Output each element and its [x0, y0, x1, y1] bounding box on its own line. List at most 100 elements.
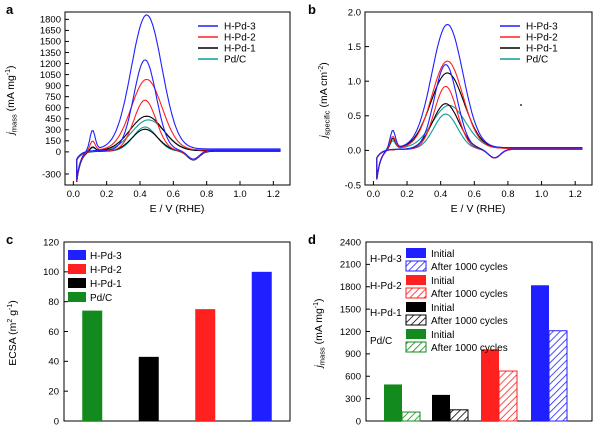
panel-a-y-ticks: -300015030045060075090010501200135015001… — [40, 15, 69, 180]
panel-d-mass-activity-stability-bars: d 0 300 600 900 1200 1500 1800 2100 2400 H-Pd-3 I… — [308, 232, 593, 425]
y-tick-label: 40 — [48, 357, 59, 368]
y-tick-label: 1650 — [40, 26, 61, 37]
legend-label-h-pd-2: H-Pd-2 — [90, 265, 122, 276]
y-tick-label: 1.5 — [348, 42, 361, 53]
panel-c-y-ticks: 0 20 40 60 80 100 120 — [43, 237, 68, 425]
legend-label-after-1000-cycles: After 1000 cycles — [431, 343, 508, 354]
y-tick-label: 1800 — [40, 15, 61, 26]
panel-a-plot-frame — [64, 11, 291, 186]
legend-label-h-pd-1: H-Pd-1 — [90, 279, 122, 290]
panel-a-letter: a — [6, 2, 14, 17]
panel-c-y-axis-label: ECSA (m2 g-1) — [7, 300, 19, 366]
series-line-h-pd-3 — [76, 14, 281, 181]
y-tick-label: 20 — [48, 386, 59, 397]
legend-group-h-pd-3: H-Pd-3 — [370, 254, 402, 265]
y-tick-label: 1.0 — [348, 77, 361, 88]
legend-swatch-pd-c-after-1000-cycles — [405, 341, 427, 353]
panel-b-y-axis-label: jspecific (mA cm-2) — [318, 62, 332, 140]
bar-after-cycles-h-pd-3 — [548, 330, 568, 422]
legend-group-pd-c: Pd/C — [370, 336, 392, 347]
x-tick-label: 0.6 — [468, 189, 481, 200]
y-tick-label: 300 — [345, 394, 361, 405]
panel-b-y-ticks: -0.5 0.0 0.5 1.0 1.5 2.0 — [345, 7, 369, 191]
y-tick-label: 300 — [45, 125, 61, 136]
y-tick-label: 0.5 — [348, 111, 361, 122]
panel-d-y-axis-label: jmass (mA mg-1) — [313, 298, 327, 369]
legend-label-h-pd-2: H-Pd-2 — [224, 33, 256, 44]
y-tick-label: 900 — [45, 81, 61, 92]
y-tick-label: 900 — [345, 349, 361, 360]
y-tick-label: 2.0 — [348, 7, 361, 18]
y-tick-label: 80 — [48, 297, 59, 308]
legend-label-h-pd-3: H-Pd-3 — [224, 22, 256, 33]
panel-a-x-axis-label: E / V (RHE) — [150, 203, 205, 215]
bar-initial-h-pd-3 — [531, 285, 549, 421]
panel-a-y-axis-label: jmass (mA mg-1) — [5, 65, 19, 136]
x-tick-label: 1.0 — [535, 189, 548, 200]
panel-a-mass-activity-cv: a -300 0150300450600750900105012001350150… — [5, 2, 291, 215]
x-tick-label: 0.8 — [501, 189, 514, 200]
panel-b-series — [376, 23, 583, 180]
bar-h-pd-1 — [138, 356, 159, 421]
y-tick-label: 1200 — [40, 59, 61, 70]
bar-after-cycles-h-pd-2 — [498, 370, 518, 422]
y-tick-label: 1800 — [340, 282, 361, 293]
x-tick-label: 0.0 — [67, 189, 80, 200]
series-line-h-pd-2 — [76, 78, 281, 182]
bar-initial-h-pd-1 — [432, 394, 450, 421]
legend-label-h-pd-2: H-Pd-2 — [526, 33, 558, 44]
panel-c-ecsa-bars: c 0 20 40 60 80 100 120 H-Pd-3 H-Pd-2 H-Pd-1 Pd/C… — [6, 232, 291, 425]
panel-b-plot-frame — [364, 11, 593, 186]
legend-group-h-pd-2: H-Pd-2 — [370, 281, 402, 292]
y-tick-label: 1200 — [340, 327, 361, 338]
y-tick-label: 0 — [54, 416, 59, 425]
legend-swatch-h-pd-1-initial — [406, 302, 426, 312]
legend-label-initial: Initial — [431, 303, 454, 314]
legend-label-initial: Initial — [431, 330, 454, 341]
panel-b-specific-activity-cv: b -0.5 0.0 0.5 1.0 1.5 2.0 0.0 0.2 0.4 0.6 0.8 1.0… — [308, 2, 593, 215]
y-tick-label: 60 — [48, 327, 59, 338]
x-tick-label: 1.0 — [233, 189, 246, 200]
legend-label-pd-c: Pd/C — [90, 293, 112, 304]
y-tick-label: 600 — [345, 372, 361, 383]
y-tick-label: 750 — [45, 92, 61, 103]
panel-b-legend: H-Pd-3H-Pd-2H-Pd-1Pd/C — [500, 22, 558, 66]
y-tick-label: 1500 — [340, 304, 361, 315]
y-tick-label: 120 — [43, 237, 59, 248]
legend-label-pd-c: Pd/C — [224, 55, 246, 66]
legend-swatch-h-pd-1 — [68, 278, 86, 288]
panel-c-bars — [82, 271, 272, 421]
y-tick-label: 100 — [43, 267, 59, 278]
y-tick-label: 0 — [56, 147, 61, 158]
panel-b-x-axis-label: E / V (RHE) — [451, 203, 506, 215]
y-tick-label: -0.5 — [345, 180, 361, 191]
panel-a-legend: H-Pd-3H-Pd-2H-Pd-1Pd/C — [198, 22, 256, 66]
bar-after-cycles-pd-c — [401, 411, 421, 422]
x-tick-label: 0.6 — [167, 189, 180, 200]
panel-c-letter: c — [6, 232, 13, 247]
panel-d-bars — [384, 285, 568, 422]
panel-d-y-ticks: 0 300 600 900 1200 1500 1800 2100 2400 — [340, 237, 370, 425]
bar-h-pd-2 — [195, 309, 216, 421]
legend-swatch-h-pd-2-after-1000-cycles — [405, 287, 427, 299]
y-tick-label: 450 — [45, 114, 61, 125]
legend-label-after-1000-cycles: After 1000 cycles — [431, 316, 508, 327]
series-line-pd-c — [376, 104, 583, 180]
legend-label-initial: Initial — [431, 249, 454, 260]
bar-after-cycles-h-pd-1 — [449, 409, 469, 422]
y-tick-label: -300 — [42, 169, 61, 180]
legend-label-h-pd-3: H-Pd-3 — [526, 22, 558, 33]
series-line-h-pd-2 — [376, 60, 583, 180]
legend-swatch-h-pd-3-initial — [406, 248, 426, 258]
legend-label-h-pd-3: H-Pd-3 — [90, 251, 122, 262]
legend-label-pd-c: Pd/C — [526, 55, 548, 66]
series-line-h-pd-3 — [376, 23, 583, 179]
y-tick-label: 1050 — [40, 70, 61, 81]
legend-group-h-pd-1: H-Pd-1 — [370, 308, 402, 319]
y-tick-label: 2100 — [340, 260, 361, 271]
panel-b-letter: b — [308, 2, 316, 17]
panel-c-legend: H-Pd-3 H-Pd-2 H-Pd-1 Pd/C — [68, 250, 122, 304]
bar-initial-h-pd-2 — [481, 349, 499, 421]
x-tick-label: 0.2 — [100, 189, 113, 200]
series-line-h-pd-1 — [376, 72, 583, 180]
